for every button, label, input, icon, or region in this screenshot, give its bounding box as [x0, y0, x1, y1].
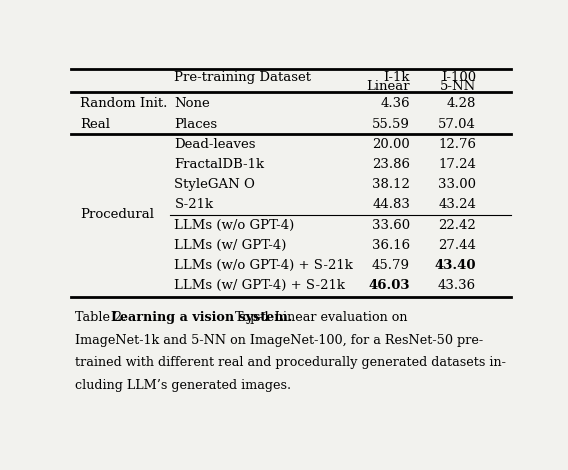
Text: Top-1 Linear evaluation on: Top-1 Linear evaluation on	[231, 311, 408, 324]
Text: FractalDB-1k: FractalDB-1k	[174, 158, 265, 171]
Text: 46.03: 46.03	[369, 279, 410, 292]
Text: 12.76: 12.76	[438, 138, 476, 151]
Text: 43.40: 43.40	[435, 259, 476, 272]
Text: None: None	[174, 97, 210, 110]
Text: trained with different real and procedurally generated datasets in-: trained with different real and procedur…	[76, 356, 506, 369]
Text: 43.24: 43.24	[438, 198, 476, 212]
Text: Table 2.: Table 2.	[76, 311, 127, 324]
Text: LLMs (w/ GPT-4) + S-21k: LLMs (w/ GPT-4) + S-21k	[174, 279, 345, 292]
Text: 33.60: 33.60	[372, 219, 410, 232]
Text: 55.59: 55.59	[372, 118, 410, 131]
Text: Real: Real	[80, 118, 110, 131]
Text: LLMs (w/o GPT-4) + S-21k: LLMs (w/o GPT-4) + S-21k	[174, 259, 353, 272]
Text: Dead-leaves: Dead-leaves	[174, 138, 256, 151]
Text: Procedural: Procedural	[80, 209, 154, 221]
Text: ImageNet-1k and 5-NN on ImageNet-100, for a ResNet-50 pre-: ImageNet-1k and 5-NN on ImageNet-100, fo…	[76, 334, 483, 347]
Text: Linear: Linear	[366, 80, 410, 93]
Text: 20.00: 20.00	[372, 138, 410, 151]
Text: 45.79: 45.79	[372, 259, 410, 272]
Text: 43.36: 43.36	[438, 279, 476, 292]
Text: Pre-training Dataset: Pre-training Dataset	[174, 71, 311, 84]
Text: S-21k: S-21k	[174, 198, 214, 212]
Text: 44.83: 44.83	[372, 198, 410, 212]
Text: 57.04: 57.04	[438, 118, 476, 131]
Text: 4.36: 4.36	[381, 97, 410, 110]
Text: 38.12: 38.12	[372, 178, 410, 191]
Text: Random Init.: Random Init.	[80, 97, 167, 110]
Text: 4.28: 4.28	[446, 97, 476, 110]
Text: 36.16: 36.16	[372, 239, 410, 252]
Text: Places: Places	[174, 118, 218, 131]
Text: Learning a vision system.: Learning a vision system.	[111, 311, 293, 324]
Text: 5-NN: 5-NN	[440, 80, 476, 93]
Text: 22.42: 22.42	[438, 219, 476, 232]
Text: 27.44: 27.44	[438, 239, 476, 252]
Text: I-100: I-100	[441, 71, 476, 84]
Text: I-1k: I-1k	[383, 71, 410, 84]
Text: 33.00: 33.00	[438, 178, 476, 191]
Text: LLMs (w/ GPT-4): LLMs (w/ GPT-4)	[174, 239, 287, 252]
Text: 17.24: 17.24	[438, 158, 476, 171]
Text: cluding LLM’s generated images.: cluding LLM’s generated images.	[76, 378, 291, 392]
Text: LLMs (w/o GPT-4): LLMs (w/o GPT-4)	[174, 219, 295, 232]
Text: StyleGAN O: StyleGAN O	[174, 178, 256, 191]
Text: 23.86: 23.86	[372, 158, 410, 171]
